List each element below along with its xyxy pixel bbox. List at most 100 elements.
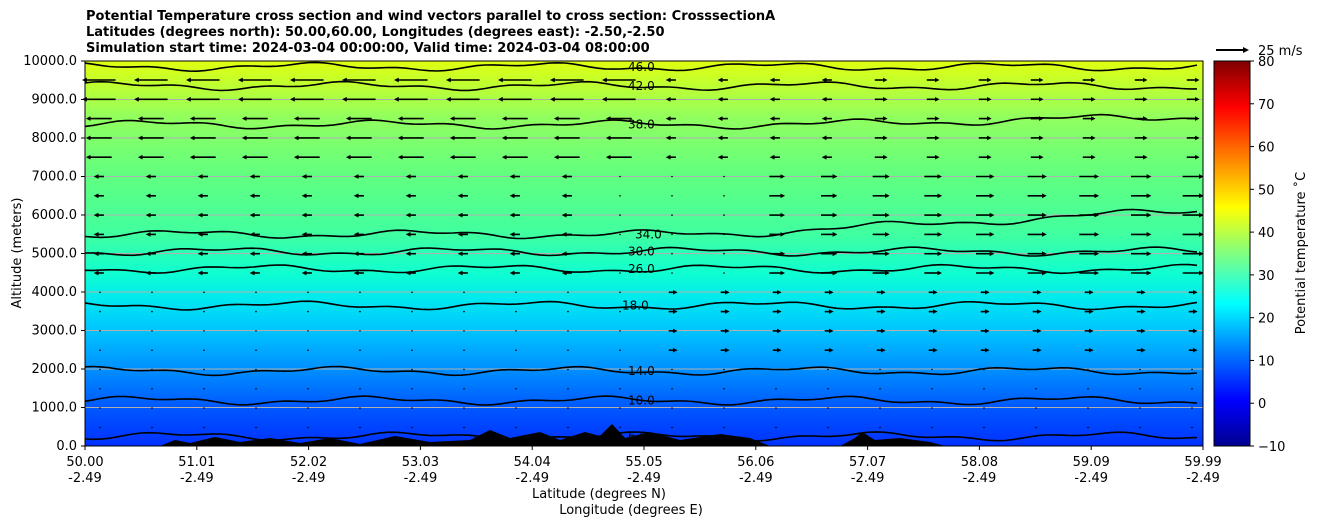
wind-vector xyxy=(983,407,985,409)
wind-vector xyxy=(255,330,257,332)
wind-vector xyxy=(359,349,361,352)
x-tick-label-lon: -2.49 xyxy=(1074,471,1108,486)
wind-vector xyxy=(1139,407,1141,409)
wind-vector xyxy=(307,368,309,371)
contour-label: 18.0 xyxy=(622,298,649,312)
x-tick-label-lat: 54.04 xyxy=(514,455,551,470)
wind-vector xyxy=(619,195,621,197)
wind-vector xyxy=(515,291,517,294)
y-tick-label: 0.0 xyxy=(56,439,77,454)
wind-vector xyxy=(463,349,465,352)
wind-vector xyxy=(723,388,725,390)
wind-vector xyxy=(723,195,725,197)
wind-vector xyxy=(619,349,621,352)
wind-vector xyxy=(359,291,361,294)
wind-vector xyxy=(827,407,829,409)
wind-vector xyxy=(515,349,517,352)
x-axis-label-lat: Latitude (degrees N) xyxy=(532,487,666,502)
chart-title: Potential Temperature cross section and … xyxy=(86,9,775,57)
wind-vector xyxy=(879,426,881,429)
wind-vector xyxy=(671,388,673,390)
wind-vector xyxy=(411,388,413,390)
wind-vector xyxy=(515,426,517,429)
wind-vector xyxy=(151,426,153,429)
wind-vector xyxy=(619,252,621,255)
contour-line xyxy=(84,263,1198,275)
wind-vector xyxy=(723,272,725,274)
x-tick-label-lat: 56.06 xyxy=(737,455,774,470)
colorbar-tick-label: 70 xyxy=(1258,98,1275,113)
contour-line xyxy=(84,61,1198,73)
wind-vector xyxy=(567,426,569,429)
y-tick-label: 5000.0 xyxy=(32,247,78,262)
wind-vector xyxy=(775,368,777,371)
x-tick-label-lat: 59.09 xyxy=(1073,455,1110,470)
wind-vector xyxy=(255,388,257,390)
wind-vector xyxy=(1139,388,1141,390)
wind-vector xyxy=(411,310,413,313)
wind-vector xyxy=(99,349,101,352)
gridlines xyxy=(85,99,1203,408)
wind-vector xyxy=(203,426,205,429)
wind-vector xyxy=(567,349,569,352)
x-tick-label-lat: 53.03 xyxy=(402,455,439,470)
wind-vector xyxy=(1035,426,1037,429)
wind-vector xyxy=(359,407,361,409)
x-tick-label-lon: -2.49 xyxy=(404,471,438,486)
wind-vector xyxy=(99,407,101,409)
wind-vector xyxy=(671,175,673,178)
wind-vector xyxy=(983,426,985,429)
wind-vector xyxy=(411,291,413,294)
wind-vector xyxy=(359,388,361,390)
colorbar-label: Potential temperature ˚C xyxy=(1293,172,1309,335)
colorbar-tick-label: 0 xyxy=(1258,397,1266,412)
wind-vector xyxy=(463,426,465,429)
wind-vector xyxy=(307,310,309,313)
wind-vector xyxy=(515,330,517,332)
x-tick-label-lat: 55.05 xyxy=(625,455,662,470)
x-tick-label-lon: -2.49 xyxy=(68,471,102,486)
wind-vector xyxy=(1191,407,1193,409)
wind-vector xyxy=(203,407,205,409)
wind-vector xyxy=(99,310,101,313)
wind-vector xyxy=(411,426,413,429)
wind-vector xyxy=(411,407,413,409)
title-line-2: Latitudes (degrees north): 50.00,60.00, … xyxy=(86,25,665,40)
y-tick-label: 2000.0 xyxy=(32,362,78,377)
y-tick-label: 3000.0 xyxy=(32,324,78,339)
wind-vector xyxy=(255,349,257,352)
x-tick-label-lon: -2.49 xyxy=(739,471,773,486)
wind-vector xyxy=(463,291,465,294)
colorbar-tick-label: 30 xyxy=(1258,269,1275,284)
wind-vector xyxy=(827,388,829,390)
wind-vector xyxy=(671,214,673,216)
wind-vector xyxy=(359,310,361,313)
colorbar-tick-label: 60 xyxy=(1258,141,1275,156)
colorbar xyxy=(1213,60,1251,447)
wind-vector xyxy=(151,330,153,332)
x-tick-label-lat: 59.99 xyxy=(1184,455,1221,470)
colorbar-ticks: 80 70 60 50 40 30 20 10 0 −10 xyxy=(1250,55,1285,455)
wind-vector xyxy=(1087,368,1089,371)
wind-vector xyxy=(99,388,101,390)
wind-vector xyxy=(307,426,309,429)
wind-vector xyxy=(567,291,569,294)
wind-vector xyxy=(775,426,777,429)
wind-vector xyxy=(1087,407,1089,409)
wind-vector xyxy=(827,368,829,371)
wind-vector xyxy=(359,330,361,332)
wind-vector xyxy=(671,195,673,197)
x-axis-label-lon: Longitude (degrees E) xyxy=(559,503,703,518)
wind-vector xyxy=(723,214,725,216)
wind-vector xyxy=(619,426,621,429)
wind-vector xyxy=(671,368,673,371)
colorbar-tick-label: −10 xyxy=(1258,440,1285,455)
wind-vector xyxy=(671,426,673,429)
wind-vector xyxy=(1035,368,1037,371)
wind-vector xyxy=(203,310,205,313)
wind-vector xyxy=(723,233,725,236)
wind-vector xyxy=(99,368,101,371)
x-tick-label-lat: 57.07 xyxy=(849,455,886,470)
wind-vector xyxy=(151,368,153,371)
